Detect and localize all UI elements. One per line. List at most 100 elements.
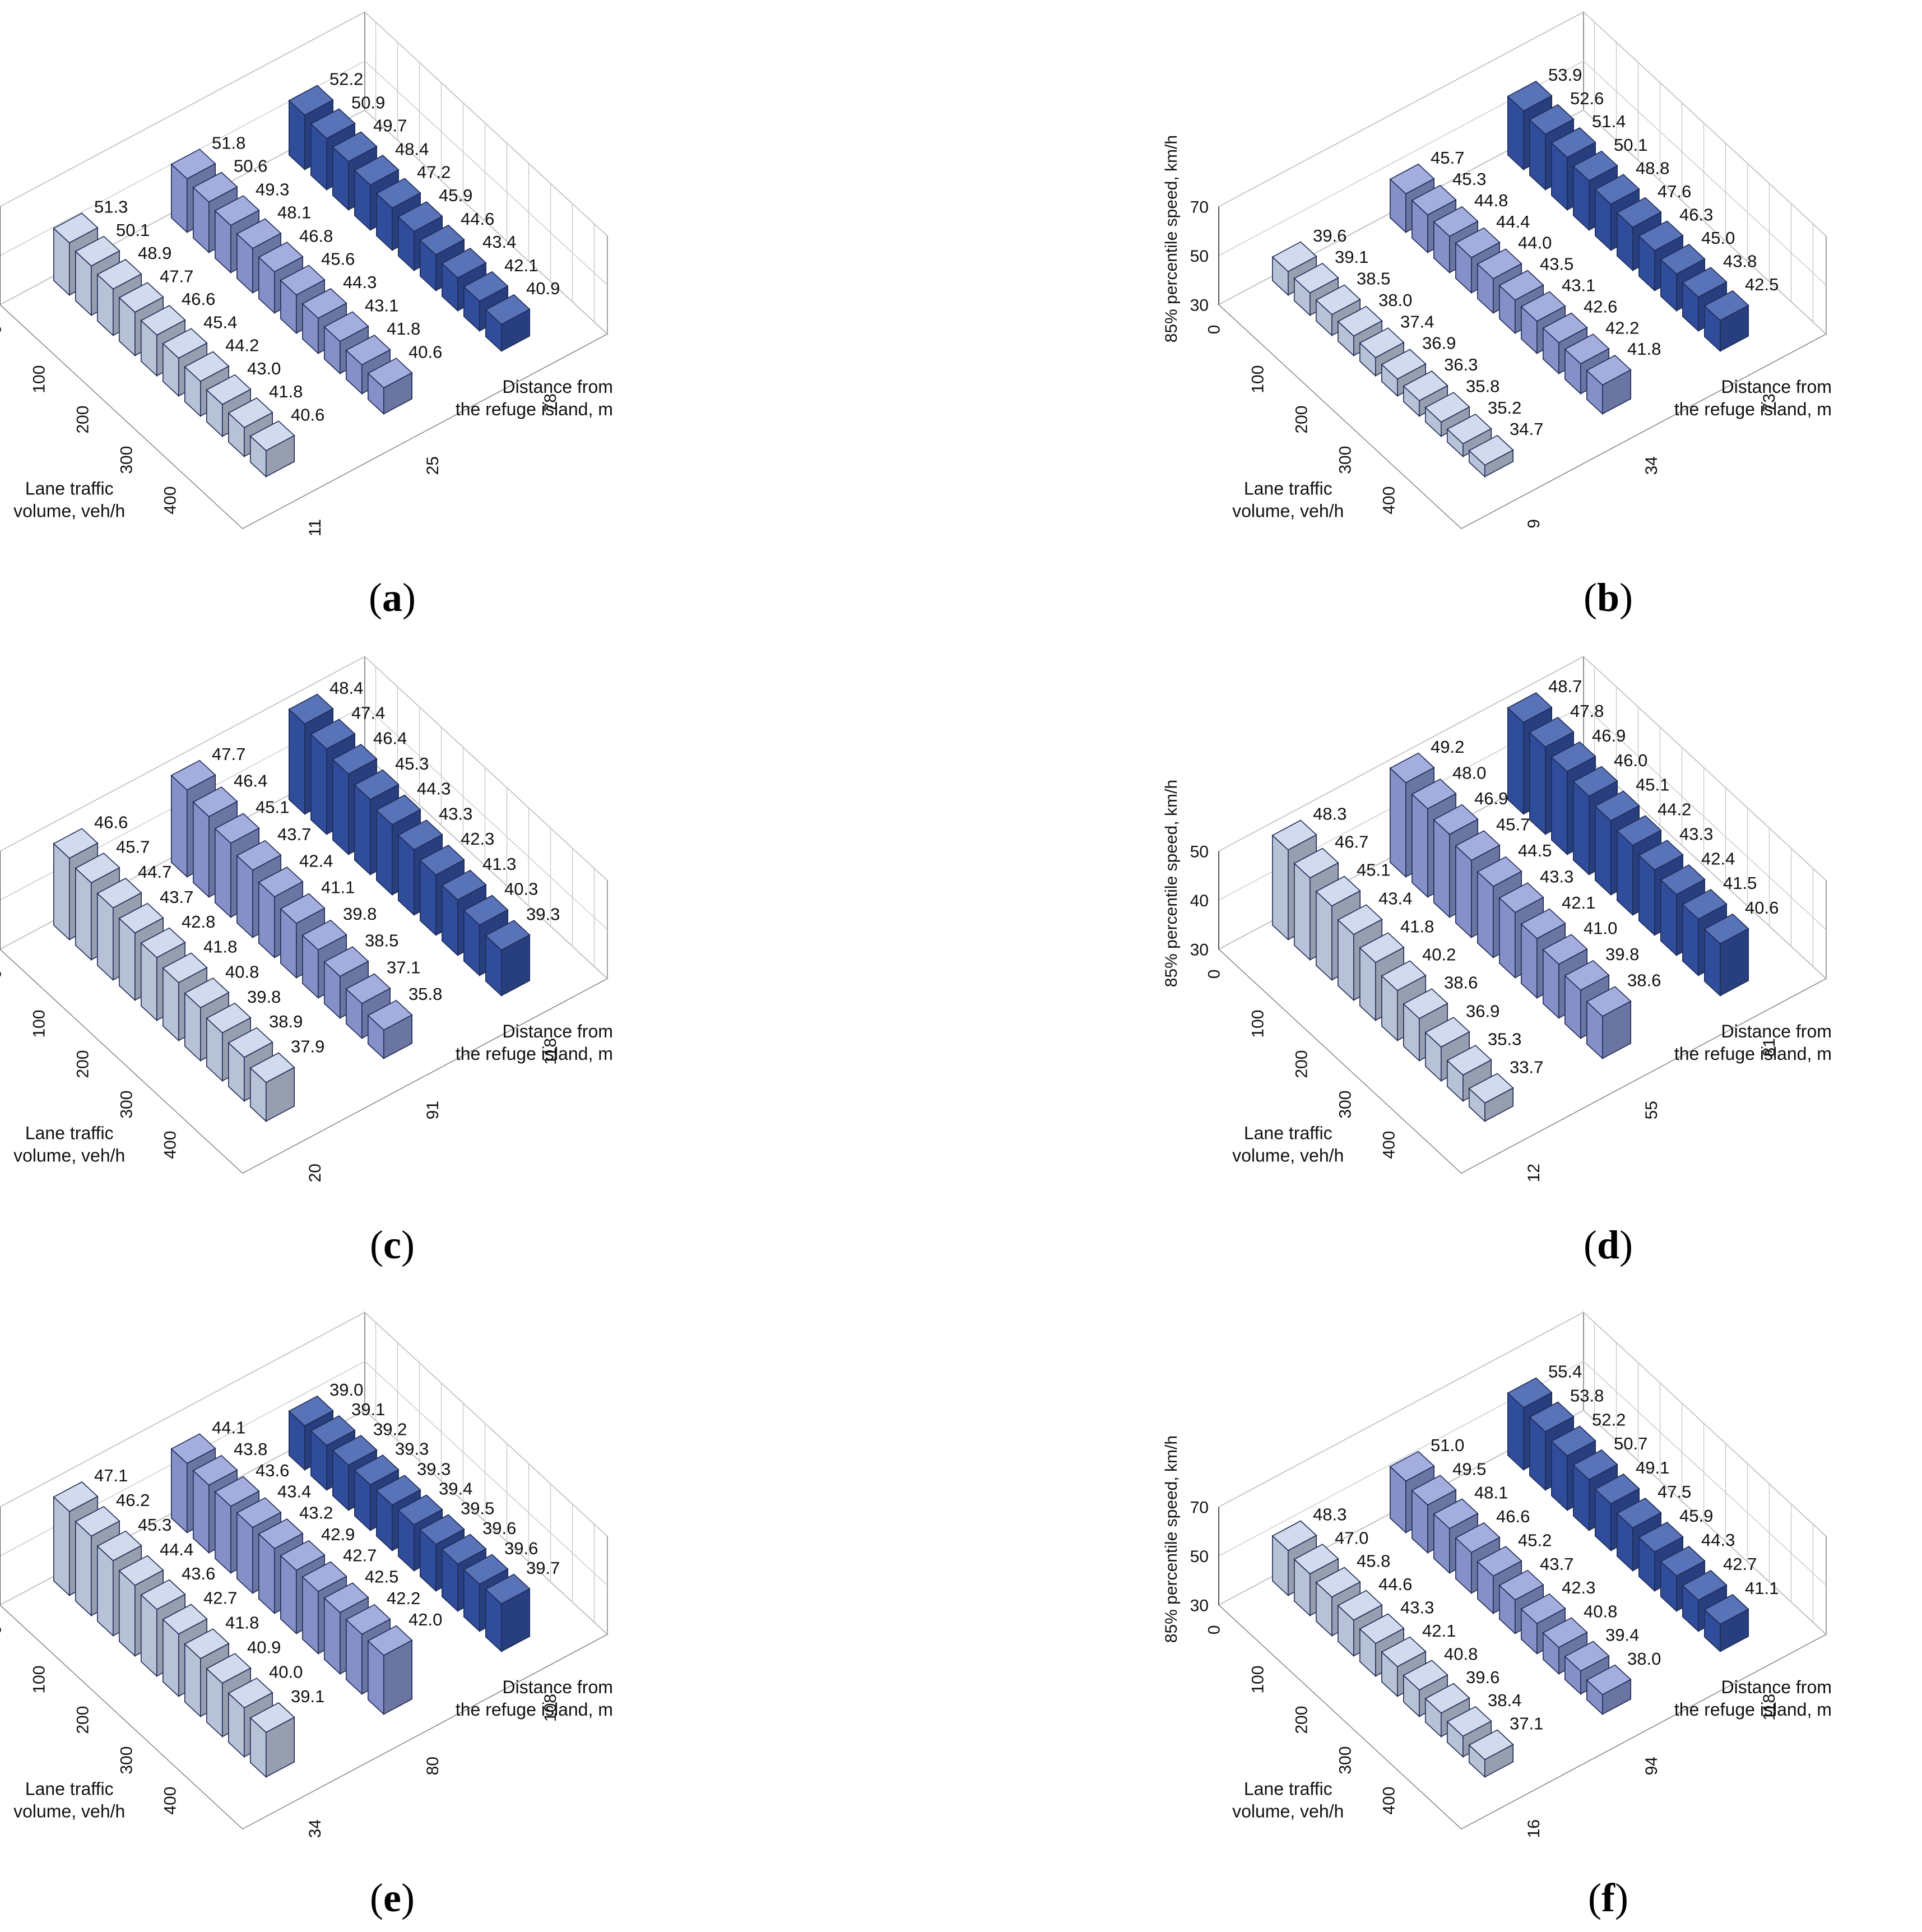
volume-tick-label: 400: [1380, 487, 1399, 515]
x-axis-title-line2: volume, veh/h: [1232, 1145, 1344, 1165]
bar-top-face: [1520, 291, 1566, 322]
bar-top-face: [1594, 1474, 1640, 1504]
bar-top-face: [249, 1702, 295, 1733]
bar-top-face: [485, 294, 531, 325]
bar-top-face: [236, 840, 282, 871]
y-tick-label: 30: [1190, 1597, 1209, 1615]
bar-front-face: [75, 867, 92, 961]
bar-top-face: [1594, 790, 1640, 822]
grid: [1218, 11, 1827, 530]
bar-top-face: [162, 1604, 208, 1635]
data-label: 43.4: [277, 1482, 311, 1502]
data-label: 38.5: [365, 930, 398, 950]
data-label: 40.9: [526, 279, 560, 298]
data-label: 40.0: [269, 1662, 303, 1681]
gridline-y: [1218, 1361, 1827, 1586]
bar-top-face: [1529, 716, 1575, 748]
data-label: 46.3: [1679, 205, 1713, 224]
z-axis-title-line2: the refuge island, m: [456, 1044, 613, 1064]
bar-top-face: [1293, 262, 1339, 294]
data-label: 45.0: [1701, 228, 1735, 248]
distance-tick-label: 34: [1642, 456, 1661, 475]
bar-top-face: [1572, 766, 1618, 797]
bar-top-face: [1520, 908, 1566, 939]
panel-label-open: (: [1584, 575, 1597, 620]
data-label: 40.3: [504, 879, 538, 899]
bar-top-face: [1616, 815, 1662, 846]
bar: [1446, 413, 1492, 458]
data-label: 33.7: [1510, 1057, 1543, 1077]
bar-top-face: [206, 1653, 252, 1684]
data-label: 34.7: [1510, 419, 1543, 439]
data-label: 42.1: [1562, 893, 1595, 912]
volume-tick-label: 200: [1293, 1706, 1311, 1734]
data-label: 37.1: [387, 958, 420, 977]
data-label: 38.5: [1357, 269, 1390, 289]
gridline-y: [0, 109, 608, 335]
data-label: 40.6: [291, 405, 324, 424]
bar-top-face: [258, 242, 304, 272]
bar: [367, 1625, 413, 1716]
bar-top-face: [249, 420, 295, 451]
bar-top-face: [463, 1554, 509, 1585]
bar-top-face: [53, 1481, 99, 1512]
volume-tick-label: 400: [161, 1131, 180, 1159]
bar: [367, 358, 413, 415]
volume-tick-label: 400: [1380, 1787, 1399, 1815]
bar: [1468, 435, 1514, 478]
data-label: 45.4: [203, 312, 237, 332]
bar-top-face: [419, 1514, 465, 1545]
data-label: 45.2: [1518, 1530, 1552, 1550]
bar-top-face: [1381, 1636, 1427, 1667]
bar-top-face: [1550, 1425, 1596, 1457]
data-label: 47.1: [94, 1466, 128, 1485]
data-label: 48.3: [1313, 1505, 1347, 1525]
bar-top-face: [1271, 819, 1317, 851]
distance-tick-label: 94: [1642, 1757, 1661, 1775]
volume-tick-label: 100: [30, 1010, 49, 1038]
data-label: 50.6: [234, 156, 267, 176]
bar-top-face: [1455, 227, 1501, 258]
gridline-y: [1218, 61, 1827, 286]
bar-top-face: [1271, 1520, 1317, 1551]
bar-top-face: [485, 920, 531, 951]
data-label: 42.9: [321, 1525, 355, 1544]
data-label: 39.4: [439, 1479, 472, 1499]
data-labels: 47.1 46.2 45.3 44.4 43.6 42.7 41.8 40.9 40.0 39.1…: [94, 1380, 560, 1706]
volume-tick-label: 0: [1205, 1625, 1224, 1635]
bar-top-face: [214, 195, 260, 226]
data-label: 42.4: [1701, 849, 1735, 868]
bar-front-face: [1529, 731, 1546, 836]
bar-top-face: [1638, 1522, 1684, 1553]
panel-label-open: (: [370, 1875, 383, 1920]
bar-top-face: [1498, 270, 1544, 301]
bar-top-face: [1703, 290, 1749, 321]
data-label: 47.7: [160, 266, 193, 286]
x-axis-title-line2: volume, veh/h: [13, 1801, 125, 1821]
x-axis-title-line1: Lane traffic: [25, 1123, 114, 1143]
bar-top-face: [345, 335, 391, 365]
bar-top-face: [1315, 284, 1361, 316]
data-label: 45.3: [395, 754, 429, 773]
bar-front-face: [97, 892, 114, 981]
bar: [1586, 986, 1632, 1060]
data-label: 43.2: [299, 1503, 333, 1522]
data-label: 45.3: [138, 1515, 171, 1535]
panel-label-letter: a: [382, 575, 402, 620]
data-label: 39.0: [329, 1380, 363, 1400]
bar-top-face: [1660, 1546, 1706, 1577]
bar-top-face: [1594, 174, 1640, 205]
data-label: 41.3: [482, 854, 516, 874]
data-label: 48.7: [1548, 677, 1582, 696]
bar-top-face: [236, 218, 282, 249]
y-tick-label: 50: [1190, 843, 1209, 861]
bar-front-face: [1294, 862, 1311, 961]
bar-front-face: [1551, 756, 1568, 856]
bar-top-face: [258, 1518, 304, 1549]
data-label: 43.7: [1540, 1554, 1573, 1574]
bar-top-face: [1337, 904, 1383, 935]
data-label: 38.0: [1627, 1649, 1661, 1669]
volume-tick-label: 300: [1336, 1091, 1355, 1119]
bar-top-face: [1638, 840, 1684, 870]
